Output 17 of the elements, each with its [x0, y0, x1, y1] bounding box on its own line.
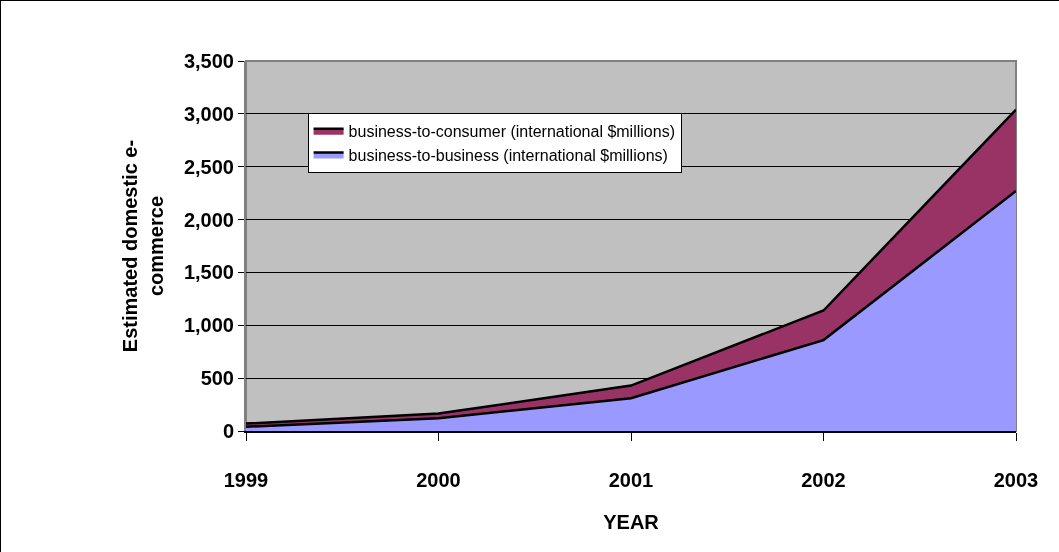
- y-tick-label: 2,500: [183, 155, 234, 178]
- x-tick-label: 2000: [416, 469, 461, 491]
- legend-label: business-to-consumer (international $millions): [348, 122, 675, 140]
- x-tick-label: 2003: [993, 469, 1039, 491]
- x-tick-label: 2001: [608, 469, 654, 491]
- y-tick-label: 1,000: [183, 314, 234, 337]
- y-tick-label: 0: [222, 420, 234, 442]
- y-tick-label: 2,000: [183, 208, 234, 231]
- y-axis-title: Estimated domestic e-commerce: [118, 139, 167, 353]
- x-tick-label: 1999: [223, 469, 269, 491]
- y-tick-label: 1,500: [183, 261, 234, 284]
- legend-label: business-to-business (international $millions): [348, 146, 668, 164]
- y-tick-label: 500: [200, 367, 234, 390]
- y-tick-label: 3,500: [183, 50, 234, 72]
- y-tick-label: 3,000: [183, 102, 234, 125]
- x-axis-title: YEAR: [603, 511, 660, 533]
- x-tick-label: 2002: [801, 469, 846, 491]
